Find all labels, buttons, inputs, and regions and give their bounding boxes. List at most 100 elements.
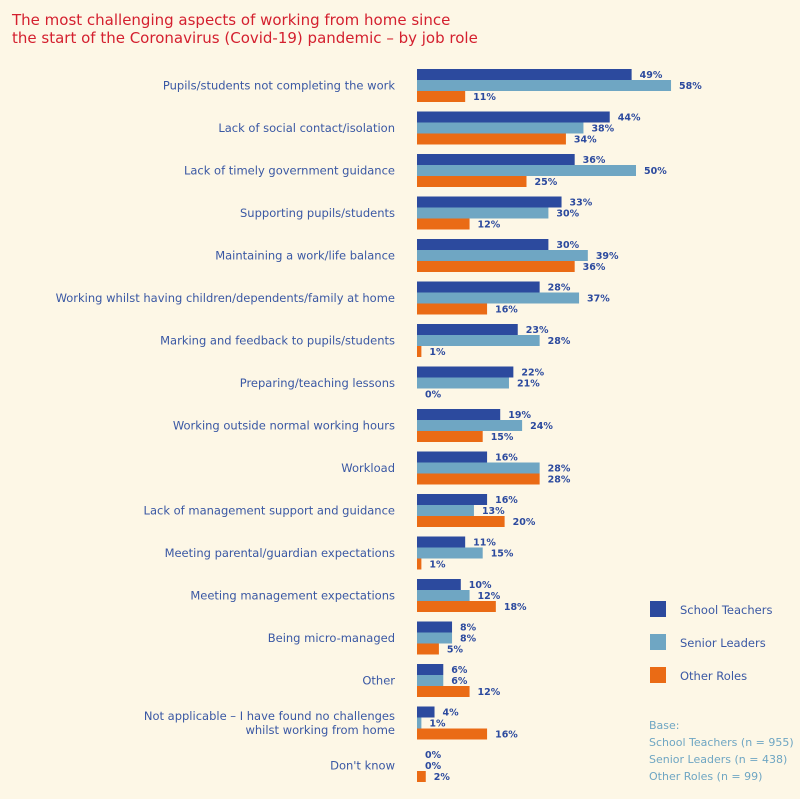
bar-school-teachers-8: [417, 409, 501, 420]
value-label-school-teachers-5: 28%: [548, 283, 571, 294]
value-label-other-roles-2: 25%: [535, 177, 558, 188]
value-label-school-teachers-8: 19%: [508, 410, 531, 421]
value-label-senior-leaders-14: 6%: [451, 676, 468, 687]
value-label-school-teachers-12: 10%: [469, 580, 492, 591]
category-label-preparing-teaching-lessons: Preparing/teaching lessons: [240, 376, 395, 390]
bar-senior-leaders-10: [417, 505, 474, 516]
category-label-not-applicable-i-have-found-no-challenges-whilst-working-from-home: Not applicable – I have found no challen…: [144, 709, 395, 737]
bar-school-teachers-11: [417, 536, 466, 548]
legend-label-school-teachers: School Teachers: [680, 603, 772, 617]
bar-other-roles-3: [417, 218, 470, 230]
bar-other-roles-2: [417, 176, 527, 187]
value-label-school-teachers-10: 16%: [495, 495, 518, 506]
base-line-other-roles: Other Roles (n = 99): [649, 770, 763, 783]
legend-label-other-roles: Other Roles: [680, 669, 747, 683]
value-label-senior-leaders-10: 13%: [482, 506, 505, 517]
value-label-other-roles-11: 1%: [429, 560, 446, 571]
value-label-other-roles-12: 18%: [504, 602, 527, 613]
value-label-senior-leaders-1: 38%: [591, 124, 614, 135]
value-label-other-roles-6: 1%: [429, 347, 446, 358]
value-label-senior-leaders-9: 28%: [548, 464, 571, 475]
bar-senior-leaders-11: [417, 547, 483, 559]
value-label-school-teachers-16: 0%: [425, 750, 442, 761]
bar-senior-leaders-12: [417, 590, 470, 601]
bar-senior-leaders-1: [417, 122, 584, 134]
value-label-senior-leaders-0: 58%: [679, 81, 702, 92]
chart-title: The most challenging aspects of working …: [12, 11, 478, 47]
bar-school-teachers-14: [417, 664, 444, 675]
value-label-other-roles-5: 16%: [495, 305, 518, 316]
bar-other-roles-11: [417, 558, 422, 570]
value-label-other-roles-0: 11%: [473, 92, 496, 103]
value-label-other-roles-10: 20%: [513, 517, 536, 528]
bar-other-roles-6: [417, 346, 422, 357]
bar-senior-leaders-2: [417, 165, 636, 176]
category-label-don-t-know: Don't know: [330, 759, 395, 773]
value-label-school-teachers-11: 11%: [473, 538, 496, 549]
value-label-school-teachers-6: 23%: [526, 325, 549, 336]
bar-school-teachers-7: [417, 366, 514, 378]
bar-school-teachers-15: [417, 706, 435, 718]
value-label-senior-leaders-5: 37%: [587, 294, 610, 305]
value-label-school-teachers-4: 30%: [556, 240, 579, 251]
value-label-other-roles-8: 15%: [491, 432, 514, 443]
bar-school-teachers-5: [417, 281, 540, 293]
bar-senior-leaders-9: [417, 462, 540, 474]
bar-other-roles-15: [417, 728, 488, 740]
bar-school-teachers-1: [417, 111, 610, 123]
bar-school-teachers-9: [417, 451, 488, 463]
value-label-other-roles-4: 36%: [583, 262, 606, 273]
value-label-other-roles-14: 12%: [478, 687, 501, 698]
base-line-school-teachers: School Teachers (n = 955): [649, 736, 794, 749]
value-label-school-teachers-2: 36%: [583, 155, 606, 166]
value-label-other-roles-9: 28%: [548, 475, 571, 486]
value-label-other-roles-3: 12%: [478, 220, 501, 231]
bar-senior-leaders-3: [417, 207, 549, 219]
value-label-other-roles-15: 16%: [495, 730, 518, 741]
bar-senior-leaders-0: [417, 80, 672, 91]
value-label-school-teachers-7: 22%: [521, 368, 544, 379]
value-label-senior-leaders-2: 50%: [644, 166, 667, 177]
category-label-meeting-management-expectations: Meeting management expectations: [190, 589, 395, 603]
value-label-school-teachers-14: 6%: [451, 665, 468, 676]
value-label-senior-leaders-6: 28%: [548, 336, 571, 347]
base-note: Base: School Teachers (n = 955) Senior L…: [649, 717, 794, 785]
value-label-senior-leaders-12: 12%: [478, 591, 501, 602]
category-label-maintaining-a-work-life-balance: Maintaining a work/life balance: [215, 249, 395, 263]
bar-senior-leaders-8: [417, 420, 523, 431]
value-label-senior-leaders-4: 39%: [596, 251, 619, 262]
category-label-supporting-pupils-students: Supporting pupils/students: [240, 206, 395, 220]
value-label-school-teachers-9: 16%: [495, 453, 518, 464]
bar-school-teachers-12: [417, 579, 461, 590]
value-label-senior-leaders-11: 15%: [491, 549, 514, 560]
base-heading: Base:: [649, 719, 680, 732]
value-label-school-teachers-15: 4%: [443, 708, 460, 719]
bar-other-roles-1: [417, 133, 566, 145]
bar-other-roles-9: [417, 473, 540, 485]
bar-other-roles-13: [417, 643, 439, 655]
base-line-senior-leaders: Senior Leaders (n = 438): [649, 753, 788, 766]
bar-other-roles-5: [417, 303, 488, 315]
bar-senior-leaders-5: [417, 292, 580, 304]
bar-school-teachers-2: [417, 154, 575, 165]
category-label-working-whilst-having-children-dependents-family-at-home: Working whilst having children/dependent…: [56, 291, 395, 305]
legend-swatch-school-teachers: [650, 601, 666, 617]
category-label-meeting-parental-guardian-expectations: Meeting parental/guardian expectations: [165, 546, 395, 560]
value-label-school-teachers-1: 44%: [618, 113, 641, 124]
value-label-senior-leaders-7: 21%: [517, 379, 540, 390]
category-label-pupils-students-not-completing-the-work: Pupils/students not completing the work: [163, 79, 395, 93]
category-label-workload: Workload: [341, 461, 395, 475]
bar-school-teachers-10: [417, 494, 488, 505]
legend-swatch-senior-leaders: [650, 634, 666, 650]
category-label-being-micro-managed: Being micro-managed: [268, 631, 395, 645]
bar-senior-leaders-4: [417, 250, 588, 261]
category-label-lack-of-social-contact-isolation: Lack of social contact/isolation: [218, 121, 395, 135]
value-label-senior-leaders-13: 8%: [460, 634, 477, 645]
category-label-lack-of-timely-government-guidance: Lack of timely government guidance: [184, 164, 395, 178]
value-label-senior-leaders-16: 0%: [425, 761, 442, 772]
bar-other-roles-14: [417, 686, 470, 697]
bar-other-roles-4: [417, 261, 575, 272]
value-label-school-teachers-13: 8%: [460, 623, 477, 634]
bar-school-teachers-13: [417, 621, 453, 633]
